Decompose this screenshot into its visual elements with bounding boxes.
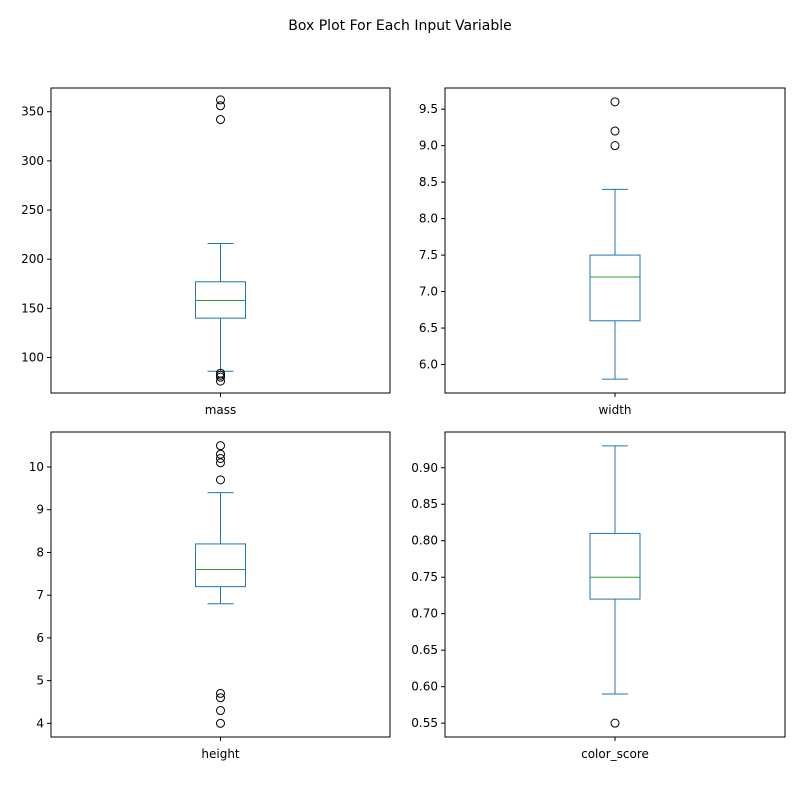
y-tick-label: 0.80 <box>411 534 438 548</box>
outlier-point <box>216 368 225 378</box>
y-tick-label: 6.5 <box>419 321 438 335</box>
subplot-width: 6.0 6.5 7.0 7.5 8.0 8.5 9.0 9.5 width <box>419 87 786 417</box>
outlier-point <box>216 441 225 451</box>
y-tick-label: 8.0 <box>419 212 438 226</box>
y-tick-label: 100 <box>21 351 44 365</box>
y-tick-label: 9.5 <box>419 102 438 116</box>
y-tick-label: 10 <box>29 460 44 474</box>
y-tick-label: 0.60 <box>411 680 438 694</box>
y-tick-label: 7.0 <box>419 285 438 299</box>
y-tick-label: 0.90 <box>411 461 438 475</box>
outlier-point <box>216 718 225 728</box>
iqr-box <box>195 543 246 588</box>
outlier-point <box>216 115 225 125</box>
y-tick-label: 7.5 <box>419 248 438 262</box>
y-tick-label: 8 <box>36 545 44 559</box>
subplot-color-score: 0.55 0.60 0.65 0.70 0.75 0.80 0.85 0.90 color_sc… <box>411 431 786 761</box>
y-tick-label: 250 <box>21 203 44 217</box>
x-tick-label: color_score <box>581 747 649 761</box>
y-tick-label: 6 <box>36 631 44 645</box>
y-tick-label: 0.85 <box>411 497 438 511</box>
x-tick-label: width <box>598 403 631 417</box>
y-tick-label: 300 <box>21 154 44 168</box>
subplot-mass: 100 150 200 250 300 350 mass <box>21 87 391 417</box>
axes-frame <box>50 431 391 738</box>
outlier-point <box>216 95 225 105</box>
y-tick-label: 0.70 <box>411 607 438 621</box>
outlier-point <box>610 97 620 107</box>
y-tick-label: 0.55 <box>411 716 438 730</box>
outlier-point <box>216 449 225 459</box>
iqr-box <box>589 532 641 600</box>
outlier-point <box>216 693 225 703</box>
outlier-point <box>216 453 225 463</box>
outlier-point <box>216 101 225 111</box>
y-tick-label: 6.0 <box>419 358 438 372</box>
x-tick-label: mass <box>205 403 237 417</box>
outlier-point <box>610 126 620 136</box>
y-tick-label: 150 <box>21 301 44 315</box>
y-tick-label: 8.5 <box>419 175 438 189</box>
figure-title: Box Plot For Each Input Variable <box>288 18 511 34</box>
y-tick-label: 0.75 <box>411 570 438 584</box>
y-tick-label: 9 <box>36 503 44 517</box>
outlier-point <box>216 475 225 485</box>
y-tick-label: 200 <box>21 252 44 266</box>
outlier-point <box>216 370 225 380</box>
outlier-point <box>216 688 225 698</box>
outlier-point <box>610 718 620 728</box>
iqr-box <box>589 254 641 322</box>
y-tick-label: 4 <box>36 716 44 730</box>
y-tick-label: 7 <box>36 588 44 602</box>
y-tick-label: 9.0 <box>419 139 438 153</box>
y-tick-label: 5 <box>36 674 44 688</box>
y-tick-label: 350 <box>21 105 44 119</box>
outlier-point <box>216 458 225 468</box>
y-tick-label: 0.65 <box>411 643 438 657</box>
outlier-point <box>610 141 620 151</box>
outlier-point <box>216 706 225 716</box>
subplot-height: 4 5 6 7 8 9 10 height <box>29 431 391 761</box>
x-tick-label: height <box>201 747 240 761</box>
